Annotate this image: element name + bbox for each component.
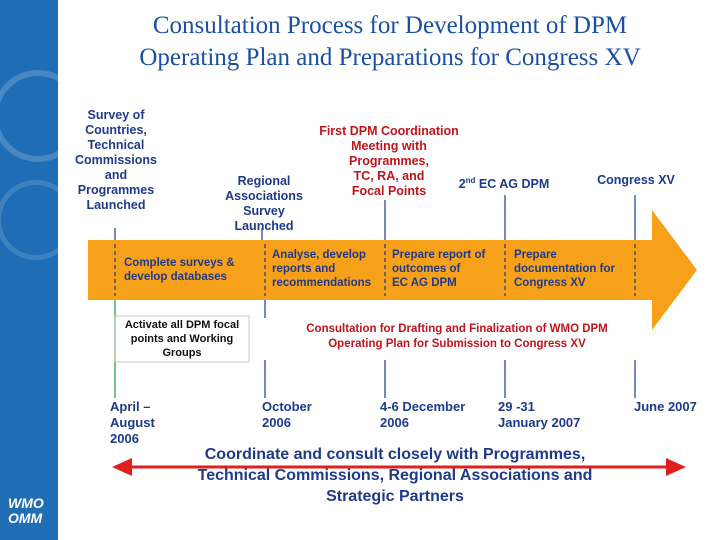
date-april-august-2006: April – August 2006 [110, 399, 155, 447]
date-line-text: October [262, 399, 312, 414]
coordinate-line: Coordinate and consult closely with Prog… [204, 446, 586, 463]
survey-line: Commissions [75, 153, 157, 167]
date-line-text: June 2007 [634, 399, 697, 414]
survey-line: Launched [86, 198, 146, 212]
date-line-text: 2006 [262, 415, 291, 430]
segment-line: Analyse, develop [272, 249, 366, 261]
coordinate-arrow-left-head [112, 458, 132, 476]
date-december-2006: 4-6 December 2006 [380, 399, 465, 431]
segment-line: EC AG DPM [392, 277, 457, 289]
date-line-text: 2006 [110, 431, 139, 446]
date-june-2007: June 2007 [634, 399, 697, 415]
date-october-2006: October 2006 [262, 399, 312, 431]
first-meeting-line: Meeting with [351, 139, 427, 153]
date-line-text: 29 -31 [498, 399, 535, 414]
survey-line: Programmes [77, 183, 155, 197]
coordinate-line: Strategic Partners [326, 488, 464, 505]
activate-line: points and Working [130, 333, 234, 345]
ec-ag-dpm-label: 2nd EC AG DPM [446, 173, 562, 192]
title-line-2: Operating Plan and Preparations for Cong… [139, 44, 641, 71]
regional-line: Launched [234, 219, 294, 233]
segment-prepare-report: Prepare report of outcomes of EC AG DPM [392, 248, 485, 290]
regional-line: Associations [225, 189, 303, 203]
consultation-line: Operating Plan for Submission to Congres… [328, 338, 586, 350]
coordinate-arrow-right-head [666, 458, 686, 476]
coordinate-consult-text: Coordinate and consult closely with Prog… [160, 444, 630, 507]
survey-line: and [104, 168, 128, 182]
date-line-text: August [110, 415, 155, 430]
congress-label: Congress XV [597, 173, 675, 187]
regional-survey-label: Regional Associations Survey Launched [212, 174, 316, 234]
ec-ag-superscript: nd [465, 176, 476, 185]
segment-analyse: Analyse, develop reports and recommendat… [272, 248, 371, 290]
segment-line: outcomes of [392, 263, 461, 275]
first-meeting-line: TC, RA, and [353, 169, 425, 183]
laurel-icon [0, 180, 76, 260]
consultation-line: Consultation for Drafting and Finalizati… [306, 323, 608, 335]
regional-line: Survey [243, 204, 285, 218]
segment-line: develop databases [124, 271, 227, 283]
wmo-logo: WMO OMM [8, 496, 44, 526]
survey-line: Countries, [85, 123, 147, 137]
ec-ag-suffix: EC AG DPM [475, 177, 550, 192]
segment-line: Prepare report of [392, 249, 486, 261]
segment-line: Complete surveys & [124, 257, 235, 269]
activate-focal-points-label: Activate all DPM focal points and Workin… [116, 318, 248, 360]
first-meeting-line: Programmes, [349, 154, 429, 168]
first-meeting-line: First DPM Coordination [319, 124, 459, 138]
first-meeting-label: First DPM Coordination Meeting with Prog… [306, 124, 472, 199]
segment-line: Congress XV [514, 277, 586, 289]
first-meeting-line: Focal Points [351, 184, 427, 198]
date-line-text: 4-6 December [380, 399, 466, 414]
segment-complete-surveys: Complete surveys & develop databases [124, 256, 235, 284]
title-line-1: Consultation Process for Development of … [152, 12, 628, 39]
brand-line-1: WMO [8, 495, 44, 511]
date-line-text: April – [110, 399, 151, 414]
segment-line: reports and [272, 263, 336, 275]
date-january-2007: 29 -31 January 2007 [498, 399, 580, 431]
activate-box [114, 315, 250, 363]
page-title: Consultation Process for Development of … [60, 10, 720, 74]
segment-line: recommendations [272, 277, 372, 289]
activate-line: Activate all DPM focal [124, 319, 240, 331]
survey-line: Survey of [87, 108, 145, 122]
brand-line-2: OMM [8, 510, 43, 526]
date-line-text: 2006 [380, 415, 409, 430]
ec-ag-prefix: 2 [458, 177, 466, 192]
survey-launched-label: Survey of Countries, Technical Commissio… [66, 108, 166, 213]
consultation-label: Consultation for Drafting and Finalizati… [282, 322, 632, 352]
segment-prepare-documentation: Prepare documentation for Congress XV [514, 248, 615, 290]
date-line-text: January 2007 [498, 415, 581, 430]
wmo-sidebar: WMO OMM [0, 0, 84, 540]
segment-line: Prepare [514, 249, 557, 261]
segment-line: documentation for [514, 263, 615, 275]
timeline-band-arrow [88, 210, 697, 330]
un-emblem-icon [0, 70, 84, 162]
activate-line: Groups [162, 347, 202, 359]
survey-line: Technical [87, 138, 145, 152]
regional-line: Regional [237, 174, 291, 188]
coordinate-line: Technical Commissions, Regional Associat… [197, 467, 593, 484]
